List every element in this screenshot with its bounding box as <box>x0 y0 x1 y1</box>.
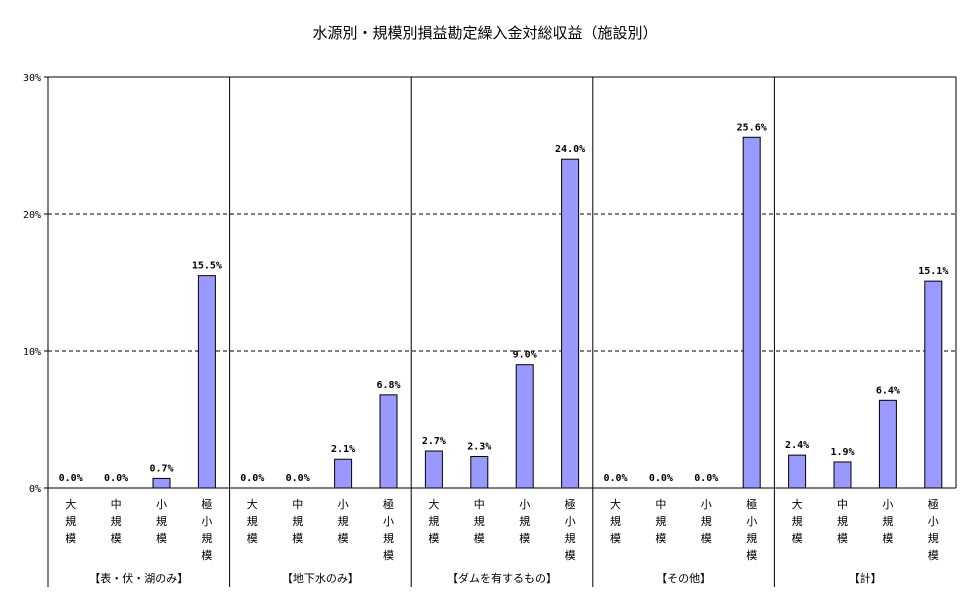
category-label: 極小規模 <box>565 497 576 562</box>
bar <box>561 158 580 489</box>
chart-title: 水源別・規模別損益勘定繰入金対総収益（施設別） <box>312 24 657 42</box>
axes <box>44 76 957 587</box>
category-label: 中規模 <box>474 498 485 545</box>
data-label: 0.7% <box>149 463 173 474</box>
data-label: 2.4% <box>785 440 809 451</box>
group-label: 【ダムを有するもの】 <box>447 571 557 585</box>
data-label: 25.6% <box>737 122 767 133</box>
bar <box>878 399 897 489</box>
data-label: 0.0% <box>240 473 264 484</box>
y-tick-label: 30% <box>23 73 41 84</box>
category-label: 小規模 <box>882 498 893 545</box>
bar <box>742 136 761 489</box>
data-label: 0.0% <box>59 473 83 484</box>
data-label: 1.9% <box>830 447 854 458</box>
group-label: 【その他】 <box>656 572 711 585</box>
data-label: 0.0% <box>603 473 627 484</box>
data-label: 6.8% <box>376 380 400 391</box>
data-label: 2.7% <box>422 436 446 447</box>
category-label: 小規模 <box>701 498 712 545</box>
labels: 0% 10% 20% 30% 0.0% 大規模 0.0% 中規模 0.7% 小規模 15.5% 極小規… <box>23 73 948 585</box>
category-label: 中規模 <box>837 498 848 545</box>
bar <box>788 454 807 489</box>
group-label: 【地下水のみ】 <box>282 572 359 585</box>
bar <box>334 458 353 489</box>
data-label: 2.1% <box>331 444 355 455</box>
group-label: 【表・伏・湖のみ】 <box>89 571 188 585</box>
bar <box>152 477 171 489</box>
y-tick-label: 20% <box>23 210 41 221</box>
bar <box>197 275 216 489</box>
data-label: 0.0% <box>286 473 310 484</box>
group-label: 【計】 <box>849 571 882 585</box>
category-label: 極小規模 <box>928 497 939 562</box>
category-label: 中規模 <box>111 498 122 545</box>
category-label: 大規模 <box>792 497 803 545</box>
data-label: 15.1% <box>918 266 948 277</box>
y-tick-label: 0% <box>29 484 41 495</box>
category-label: 大規模 <box>65 497 76 545</box>
bar <box>424 450 443 489</box>
bar <box>470 455 489 489</box>
y-tick-label: 10% <box>23 347 41 358</box>
data-label: 6.4% <box>876 385 900 396</box>
category-label: 極小規模 <box>201 497 212 562</box>
data-label: 0.0% <box>694 473 718 484</box>
bar <box>379 394 398 489</box>
bar <box>833 461 852 489</box>
bar <box>924 280 943 489</box>
data-label: 0.0% <box>649 473 673 484</box>
bar <box>515 364 534 489</box>
category-label: 中規模 <box>655 498 666 545</box>
category-label: 大規模 <box>247 497 258 545</box>
data-label: 2.3% <box>467 441 491 452</box>
category-label: 極小規模 <box>383 497 394 562</box>
category-label: 小規模 <box>338 498 349 545</box>
category-label: 極小規模 <box>746 497 757 562</box>
data-label: 24.0% <box>555 144 585 155</box>
category-label: 小規模 <box>156 498 167 545</box>
category-label: 大規模 <box>428 497 439 545</box>
data-label: 0.0% <box>104 473 128 484</box>
bars <box>152 136 943 489</box>
category-label: 中規模 <box>292 498 303 545</box>
grid <box>48 213 956 352</box>
category-label: 大規模 <box>610 497 621 545</box>
category-label: 小規模 <box>519 498 530 545</box>
data-label: 9.0% <box>513 350 537 361</box>
data-label: 15.5% <box>192 261 222 272</box>
